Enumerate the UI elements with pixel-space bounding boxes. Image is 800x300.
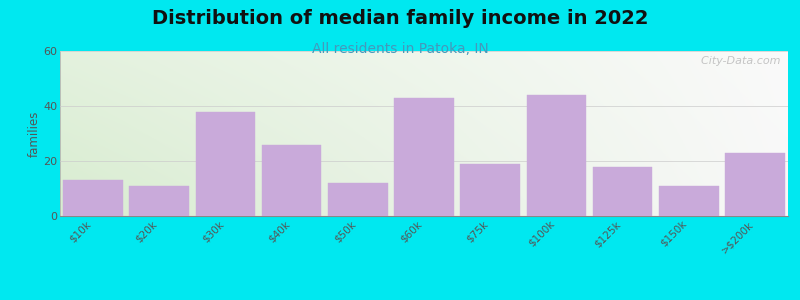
Bar [130,186,189,216]
Bar [461,164,520,216]
Bar [63,180,123,216]
Bar [262,145,322,216]
Text: Distribution of median family income in 2022: Distribution of median family income in … [152,9,648,28]
Bar [196,112,255,216]
Text: City-Data.com: City-Data.com [694,56,781,66]
Bar [394,98,454,216]
Bar [328,183,388,216]
Y-axis label: families: families [27,110,40,157]
Text: All residents in Patoka, IN: All residents in Patoka, IN [312,42,488,56]
Bar [526,95,586,216]
Bar [725,153,785,216]
Bar [659,186,718,216]
Bar [593,167,652,216]
